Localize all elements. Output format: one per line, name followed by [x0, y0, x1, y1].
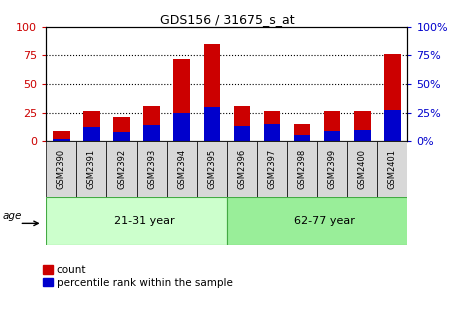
Bar: [167, 141, 197, 197]
Text: GSM2397: GSM2397: [268, 149, 276, 189]
Bar: [144, 106, 160, 141]
Bar: [144, 125, 160, 141]
Bar: [53, 131, 69, 141]
Text: GSM2401: GSM2401: [388, 149, 397, 189]
Bar: [53, 139, 69, 141]
Bar: [354, 112, 370, 141]
Bar: [377, 141, 407, 197]
Bar: [113, 132, 130, 141]
Bar: [113, 117, 130, 141]
Text: GSM2395: GSM2395: [207, 149, 216, 189]
Text: GSM2393: GSM2393: [147, 149, 156, 189]
Bar: [287, 141, 317, 197]
Text: 21-31 year: 21-31 year: [114, 216, 175, 226]
Bar: [347, 141, 377, 197]
Bar: [294, 124, 310, 141]
Bar: [46, 197, 227, 245]
Legend: count, percentile rank within the sample: count, percentile rank within the sample: [42, 264, 234, 289]
Bar: [204, 44, 220, 141]
Bar: [317, 141, 347, 197]
Text: GSM2390: GSM2390: [57, 149, 66, 189]
Text: GSM2392: GSM2392: [117, 149, 126, 189]
Bar: [227, 141, 257, 197]
Bar: [257, 141, 287, 197]
Text: GSM2394: GSM2394: [177, 149, 186, 189]
Text: GSM2398: GSM2398: [298, 149, 307, 189]
Bar: [106, 141, 137, 197]
Title: GDS156 / 31675_s_at: GDS156 / 31675_s_at: [160, 13, 294, 26]
Bar: [264, 112, 280, 141]
Bar: [384, 110, 400, 141]
Bar: [174, 59, 190, 141]
Text: GSM2400: GSM2400: [358, 149, 367, 189]
Text: 62-77 year: 62-77 year: [294, 216, 355, 226]
Bar: [324, 112, 340, 141]
Bar: [234, 126, 250, 141]
Text: age: age: [2, 211, 22, 221]
Bar: [354, 130, 370, 141]
Bar: [83, 112, 100, 141]
Bar: [384, 54, 400, 141]
Bar: [76, 141, 106, 197]
Bar: [204, 107, 220, 141]
Text: GSM2391: GSM2391: [87, 149, 96, 189]
Bar: [137, 141, 167, 197]
Bar: [324, 131, 340, 141]
Bar: [46, 141, 76, 197]
Bar: [264, 124, 280, 141]
Bar: [197, 141, 227, 197]
Bar: [83, 127, 100, 141]
Bar: [174, 113, 190, 141]
Bar: [227, 197, 422, 245]
Bar: [294, 135, 310, 141]
Text: GSM2396: GSM2396: [238, 149, 246, 189]
Bar: [234, 106, 250, 141]
Text: GSM2399: GSM2399: [328, 149, 337, 189]
